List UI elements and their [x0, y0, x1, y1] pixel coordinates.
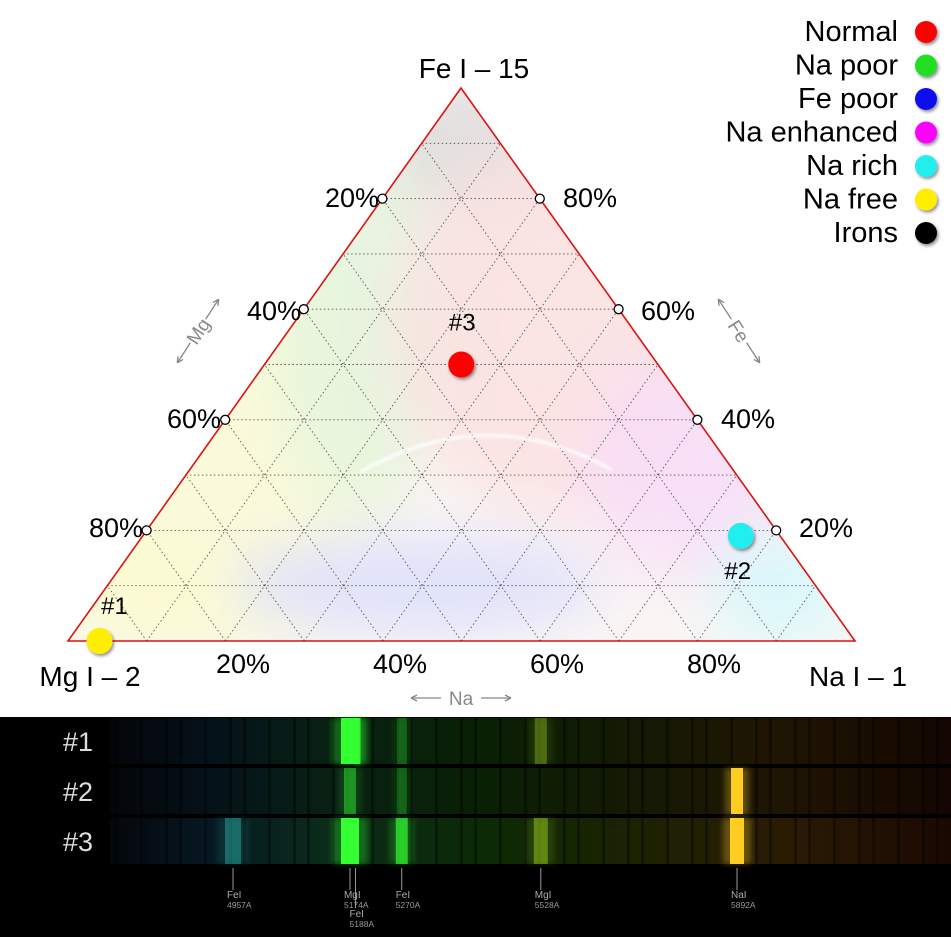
spectrum-line	[225, 818, 241, 864]
legend-swatch	[915, 54, 937, 77]
wavelength-marker-name: MgI	[344, 890, 361, 901]
spectrum-row-1: #1	[63, 718, 951, 764]
legend-label: Fe poor	[798, 83, 898, 115]
legend-swatch	[915, 222, 937, 244]
spectrum-line	[340, 818, 359, 864]
wavelength-marker-value: 4957A	[227, 900, 252, 910]
spectrum-line-glow	[526, 818, 555, 864]
spectrum-band	[110, 768, 951, 814]
spectrum-line-glow	[217, 818, 249, 864]
spectrum-line	[395, 818, 408, 864]
spectrum-line-glow	[528, 718, 553, 764]
wavelength-marker-name: FeI	[350, 909, 364, 920]
ternary-plot: Fe I – 15 Mg I – 2 Na I – 1 20% 40% 60% 80%…	[39, 53, 907, 710]
data-point-label: #1	[101, 593, 128, 620]
spectra-panel: #1#2#3 FeI4957AMgI5174AFeI5188AFeI5270AM…	[0, 717, 951, 937]
tick-label-right: 80%	[563, 183, 617, 213]
legend-label: Irons	[834, 217, 898, 249]
tick-markers	[141, 193, 782, 536]
legend-swatch	[915, 188, 937, 211]
wavelength-marker-name: NaI	[731, 890, 747, 901]
data-point-label: #3	[449, 310, 476, 337]
spectrum-line	[534, 718, 547, 764]
tick-label-right: 60%	[641, 296, 695, 326]
wavelength-marker-name: FeI	[396, 890, 410, 901]
fe-axis-label: Fe	[723, 317, 753, 347]
spectrum-line	[354, 718, 361, 764]
tick-label-left: 20%	[325, 183, 379, 213]
tick-label-left: 40%	[247, 296, 301, 326]
data-point-3	[448, 351, 475, 378]
wavelength-markers: FeI4957AMgI5174AFeI5188AFeI5270AMgI5528A…	[227, 868, 756, 929]
tick-label-bottom: 20%	[216, 649, 270, 679]
wavelength-marker-name: MgI	[535, 890, 552, 901]
legend-label: Normal	[805, 16, 898, 48]
tick-labels: 20% 40% 60% 80% 80% 60% 40% 20% 20% 40% 60% 80%	[89, 183, 853, 679]
mg-axis-label: Mg	[183, 315, 215, 349]
spectrum-row-2: #2	[63, 768, 951, 814]
legend-label: Na enhanced	[725, 117, 898, 149]
data-point-2	[727, 522, 754, 549]
mg-axis-hint: Mg	[176, 298, 220, 364]
spectrum-line	[533, 818, 548, 864]
data-points: #1 #2 #3	[86, 310, 754, 654]
tick-label-bottom: 40%	[373, 649, 427, 679]
spectrum-line	[396, 718, 407, 764]
spectrum-line-glow	[391, 768, 412, 814]
spectrum-line	[730, 818, 744, 864]
vertex-label-na: Na I – 1	[809, 661, 907, 692]
wavelength-marker-value: 5174A	[344, 900, 369, 910]
legend-label: Na free	[803, 184, 898, 216]
spectrum-line-glow	[391, 718, 412, 764]
tick-label-left: 60%	[167, 404, 221, 434]
data-point-label: #2	[724, 558, 751, 585]
spectrum-row-label: #1	[63, 727, 93, 757]
tick-label-right: 40%	[721, 404, 775, 434]
vertex-label-fe: Fe I – 15	[419, 53, 530, 84]
wavelength-marker-name: FeI	[227, 890, 241, 901]
spectrum-row-label: #2	[63, 777, 93, 807]
normal-trend-arc	[359, 434, 613, 474]
tick-label-right: 20%	[799, 513, 853, 543]
tick-label-bottom: 80%	[687, 649, 741, 679]
vertex-label-mg: Mg I – 2	[39, 661, 140, 692]
legend-label: Na poor	[795, 50, 899, 82]
legend-swatch	[915, 21, 937, 43]
tick-label-bottom: 60%	[530, 649, 584, 679]
spectrum-line	[731, 768, 743, 814]
wavelength-marker-value: 5188A	[350, 919, 375, 929]
wavelength-marker-value: 5528A	[535, 900, 560, 910]
ternary-triangle-outline	[66, 86, 857, 642]
wavelength-marker-value: 5892A	[731, 900, 756, 910]
tick-label-left: 80%	[89, 513, 143, 543]
legend-swatch	[915, 88, 937, 110]
spectrum-line-glow	[337, 768, 362, 814]
data-point-1	[86, 628, 113, 654]
na-axis-hint: Na	[410, 689, 512, 710]
fe-axis-hint: Fe	[717, 298, 761, 364]
spectrum-line	[396, 768, 407, 814]
legend-swatch	[915, 121, 937, 144]
na-axis-label: Na	[449, 689, 474, 710]
spectrum-row-3: #3	[63, 818, 951, 864]
legend-label: Na rich	[806, 150, 898, 182]
legend-swatch	[915, 155, 937, 177]
wavelength-marker-value: 5270A	[396, 900, 421, 910]
spectrum-line	[343, 768, 356, 814]
spectrum-row-label: #3	[63, 827, 93, 857]
